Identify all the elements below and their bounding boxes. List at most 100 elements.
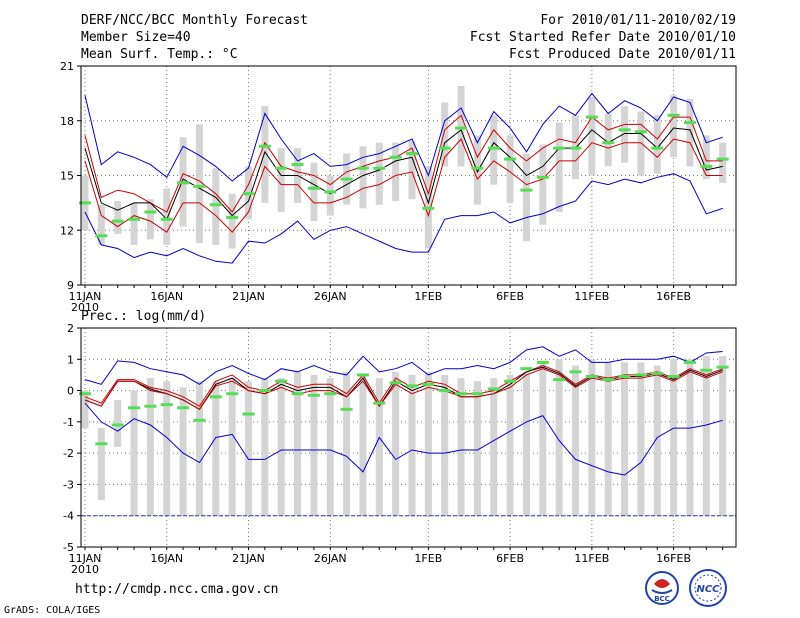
prec-range-bar	[326, 378, 334, 516]
temp-year-label: 2010	[71, 301, 99, 314]
prec-range-bar	[195, 381, 203, 516]
temp-ensemble-marker	[144, 210, 157, 214]
temp-series-min	[84, 173, 723, 264]
prec-series-max	[84, 346, 723, 385]
prec-range-bar	[375, 378, 383, 516]
temp-range-bar	[473, 135, 481, 205]
prec-ensemble-marker	[634, 373, 647, 377]
prec-range-bar	[146, 378, 154, 516]
temp-range-bar	[392, 142, 400, 202]
prec-ensemble-marker	[373, 401, 386, 405]
prec-ensemble-marker	[242, 412, 255, 416]
prec-ensemble-marker	[324, 392, 337, 396]
prec-ytick-label: -3	[63, 478, 74, 491]
temp-range-bar	[555, 122, 563, 212]
temp-range-bar	[212, 168, 220, 245]
temp-xtick-label: 21JAN	[232, 290, 265, 303]
prec-ensemble-marker	[504, 379, 517, 383]
temp-ensemble-marker	[111, 219, 124, 223]
prec-range-bar	[506, 374, 514, 516]
prec-ytick-label: 0	[67, 385, 74, 398]
temp-ensemble-marker	[389, 155, 402, 159]
prec-range-bar	[359, 374, 367, 516]
temp-ensemble-marker	[422, 206, 435, 210]
prec-xtick-label: 6FEB	[496, 552, 524, 565]
temp-ensemble-marker	[95, 234, 108, 238]
prec-ensemble-marker	[700, 368, 713, 372]
prec-range-bar	[686, 359, 694, 516]
temp-range-bar	[621, 106, 629, 163]
prec-range-bar	[408, 374, 416, 516]
refer-date: Fcst Started Refer Date 2010/01/10	[469, 30, 736, 45]
precip-label: Prec.: log(mm/d)	[81, 309, 207, 324]
temp-range-bar	[686, 98, 694, 167]
prec-ensemble-marker	[536, 360, 549, 364]
temp-ensemble-marker	[177, 181, 190, 185]
prec-ensemble-marker	[226, 392, 239, 396]
prec-ensemble-marker	[667, 374, 680, 378]
prec-ensemble-marker	[520, 367, 533, 371]
temp-series-upper	[84, 114, 723, 213]
temp-range-bar	[228, 193, 236, 249]
prec-ensemble-marker	[406, 384, 418, 388]
grads-credit: GrADS: COLA/IGES	[4, 605, 101, 616]
temp-ensemble-marker	[258, 144, 271, 148]
prec-range-bar	[163, 381, 171, 516]
prec-ensemble-marker	[553, 378, 566, 382]
prec-xtick-label: 1FEB	[414, 552, 442, 565]
temp-xtick-label: 26JAN	[314, 290, 347, 303]
prec-series-min	[84, 402, 723, 476]
produced-date: Fcst Produced Date 2010/01/11	[509, 47, 736, 62]
precipitation-panel: -5 -4 -3 -2 -1 0 1 2 11JAN 16JAN 21JAN 26JAN 1FEB 6FE…	[63, 322, 737, 576]
prec-range-bar	[522, 371, 530, 516]
prec-range-bar	[441, 374, 449, 516]
prec-range-bar	[719, 356, 727, 516]
prec-range-bar	[212, 381, 220, 516]
temp-range-bar	[702, 135, 710, 180]
prec-ensemble-marker	[651, 371, 664, 375]
prec-ensemble-marker	[389, 381, 402, 385]
temp-ensemble-marker	[406, 152, 418, 156]
temp-range-bar	[457, 86, 465, 167]
member-size: Member Size=40	[81, 30, 191, 45]
temp-xtick-label: 11FEB	[574, 290, 609, 303]
chart-title: DERF/NCC/BCC Monthly Forecast	[81, 13, 308, 28]
forecast-period: For 2010/01/11-2010/02/19	[540, 13, 736, 28]
prec-ensemble-marker	[716, 365, 729, 369]
prec-ensemble-marker	[569, 370, 582, 374]
variable-label: Mean Surf. Temp.: °C	[81, 47, 238, 62]
prec-xtick-label: 21JAN	[232, 552, 265, 565]
temp-ensemble-marker	[651, 146, 664, 150]
prec-range-bar	[81, 390, 89, 429]
source-url[interactable]: http://cmdp.ncc.cma.gov.cn	[75, 582, 279, 597]
prec-ensemble-marker	[128, 406, 141, 410]
prec-xtick-label: 16JAN	[150, 552, 183, 565]
temp-ensemble-marker	[536, 175, 549, 179]
prec-year-label: 2010	[71, 563, 99, 576]
temp-range-bar	[490, 115, 498, 185]
temp-ytick-label: 18	[60, 115, 74, 128]
temp-range-bar	[653, 115, 661, 174]
prec-ensemble-marker	[455, 392, 468, 396]
prec-ensemble-marker	[683, 360, 696, 364]
temp-ensemble-marker	[275, 166, 288, 170]
prec-range-bar	[392, 371, 400, 516]
temp-range-bar	[359, 146, 367, 209]
temp-xtick-label: 16FEB	[656, 290, 691, 303]
prec-range-bar	[490, 378, 498, 516]
prec-range-bar	[637, 362, 645, 516]
temp-ensemble-marker	[700, 164, 713, 168]
prec-ensemble-marker	[275, 379, 288, 383]
prec-range-bar	[457, 378, 465, 516]
temp-ensemble-marker	[193, 184, 206, 188]
temp-xtick-label: 1FEB	[414, 290, 442, 303]
prec-ytick-label: -4	[63, 510, 74, 523]
prec-xtick-label: 11FEB	[574, 552, 609, 565]
prec-ensemble-marker	[95, 442, 108, 446]
temp-ensemble-marker	[520, 188, 533, 192]
prec-ensemble-marker	[111, 423, 124, 427]
prec-ensemble-marker	[160, 403, 173, 407]
temp-ensemble-marker	[79, 201, 91, 205]
temp-ensemble-marker	[602, 141, 615, 145]
